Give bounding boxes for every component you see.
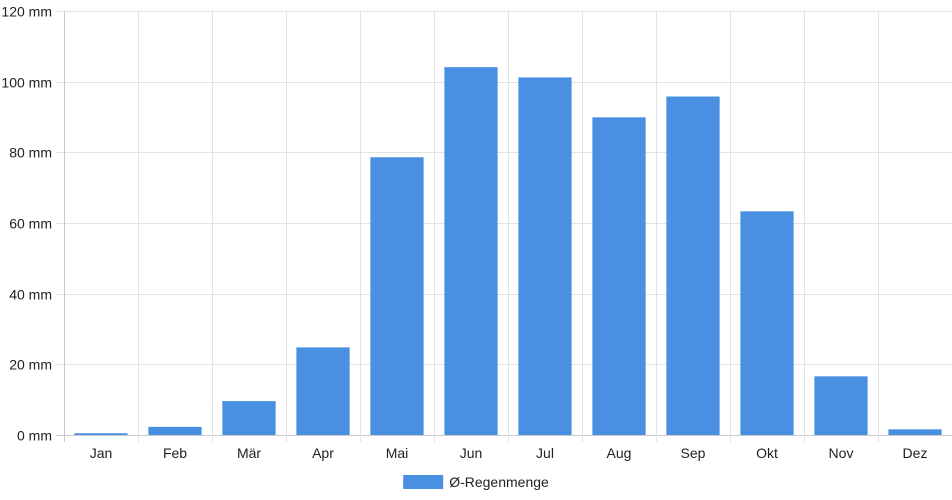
- x-tick-label: Dez: [903, 445, 928, 461]
- x-tick-label: Jun: [460, 445, 483, 461]
- bar-mai[interactable]: [370, 157, 424, 435]
- bar-jan[interactable]: [74, 433, 128, 435]
- x-tick-label: Feb: [163, 445, 187, 461]
- bar-apr[interactable]: [296, 347, 350, 435]
- bar-feb[interactable]: [148, 426, 202, 435]
- x-tick-label: Nov: [829, 445, 854, 461]
- bar-sep[interactable]: [666, 96, 720, 436]
- y-tick-label: 100 mm: [1, 75, 52, 91]
- legend-swatch[interactable]: [403, 475, 444, 489]
- x-tick-label: Mai: [386, 445, 409, 461]
- bar-mär[interactable]: [222, 401, 276, 435]
- legend-label[interactable]: Ø-Regenmenge: [449, 474, 549, 490]
- y-tick-label: 20 mm: [9, 357, 52, 373]
- x-tick-label: Jan: [90, 445, 113, 461]
- axis-layer: 0 mm 20 mm 40 mm 60 mm 80 mm 100 mm 120 mm Jan F…: [1, 4, 927, 462]
- bar-dez[interactable]: [888, 429, 942, 435]
- bar-jul[interactable]: [518, 77, 572, 435]
- bar-jun[interactable]: [444, 67, 498, 436]
- legend[interactable]: Ø-Regenmenge: [403, 474, 549, 490]
- grid-layer: [56, 11, 952, 442]
- bar-nov[interactable]: [814, 376, 868, 435]
- y-tick-label: 120 mm: [1, 4, 52, 20]
- bar-layer: [74, 67, 942, 436]
- bar-aug[interactable]: [592, 117, 646, 435]
- bar-okt[interactable]: [740, 211, 794, 435]
- y-tick-label: 80 mm: [9, 145, 52, 161]
- x-tick-label: Jul: [536, 445, 554, 461]
- y-tick-label: 0 mm: [17, 428, 52, 444]
- x-tick-label: Mär: [237, 445, 261, 461]
- y-tick-label: 60 mm: [9, 216, 52, 232]
- x-tick-label: Apr: [312, 445, 334, 461]
- y-tick-label: 40 mm: [9, 287, 52, 303]
- x-tick-label: Okt: [756, 445, 778, 461]
- x-tick-label: Aug: [607, 445, 632, 461]
- x-tick-label: Sep: [681, 445, 706, 461]
